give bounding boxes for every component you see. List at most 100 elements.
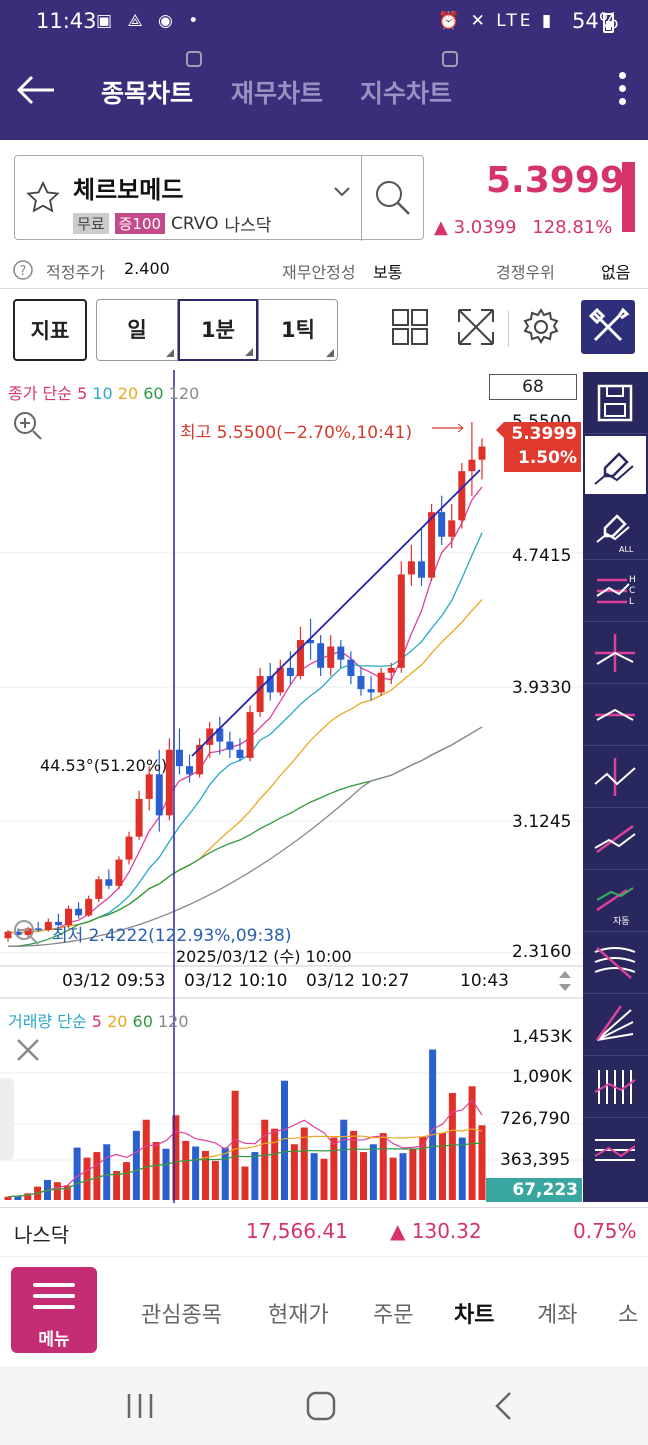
volume-bar — [281, 1080, 288, 1200]
chevron-down-icon[interactable] — [333, 186, 351, 198]
home-icon[interactable] — [305, 1390, 337, 1422]
zoom-out-icon[interactable] — [12, 918, 42, 946]
candle-body — [34, 928, 42, 931]
free-tag: 무료 — [73, 213, 109, 234]
back-arrow-icon[interactable] — [14, 68, 58, 112]
candle-body — [417, 561, 425, 578]
svg-text:?: ? — [20, 264, 27, 279]
nav-watchlist[interactable]: 관심종목 — [141, 1303, 222, 1328]
volume-bar — [103, 1144, 111, 1200]
crosshair-line-icon[interactable] — [583, 622, 648, 684]
nav-current-price[interactable]: 현재가 — [268, 1303, 329, 1328]
candle-body — [226, 741, 234, 750]
tab-stock-chart[interactable]: 종목차트 — [101, 79, 194, 108]
period-lines-icon[interactable] — [583, 1056, 648, 1118]
price-bar — [622, 162, 635, 232]
tab-financial-chart[interactable]: 재무차트 — [231, 79, 324, 108]
zoom-in-icon[interactable] — [12, 410, 44, 442]
menu-button[interactable]: 메뉴 — [11, 1267, 97, 1353]
ma-120: 120 — [168, 384, 200, 403]
index-value: 17,566.41 — [246, 1219, 348, 1243]
close-icon[interactable] — [14, 1036, 42, 1064]
volume-bar — [172, 1115, 180, 1200]
candle-body — [115, 859, 123, 886]
candle-body — [155, 774, 163, 816]
help-icon[interactable]: ? — [12, 259, 34, 285]
stock-ticker: CRVO — [171, 213, 219, 234]
time-axis-label: 03/12 10:10 — [184, 971, 288, 991]
system-back-icon[interactable] — [490, 1390, 516, 1422]
eraser-icon[interactable] — [583, 434, 648, 496]
volume-bar — [458, 1137, 466, 1200]
nav-chart[interactable]: 차트 — [454, 1303, 495, 1328]
time-axis-label: 03/12 10:27 — [306, 971, 410, 991]
side-drawer-handle[interactable] — [0, 1078, 14, 1160]
tab-badge-icon — [442, 51, 458, 67]
candle-body — [206, 728, 214, 745]
volume-bar — [202, 1150, 209, 1200]
index-change-pct: 0.75% — [573, 1219, 637, 1243]
candle-body — [95, 879, 103, 899]
more-options-icon[interactable] — [612, 68, 632, 114]
indicator-button[interactable]: 지표 — [13, 299, 87, 361]
volume-bar — [4, 1196, 12, 1200]
chart-area[interactable]: 종가 단순 5 10 20 60 120 68 최고 5.5500(−2.70%… — [0, 370, 648, 1203]
auto-trend-icon[interactable]: 자동 — [583, 870, 648, 932]
bottom-navigation: 메뉴 관심종목 현재가 주문 차트 계좌 소 — [0, 1256, 648, 1366]
stock-selector[interactable]: 체르보메드 무료 증100 CRVO 나스닥 — [14, 155, 424, 241]
info-row: ? 적정주가 2.400 재무안정성 보통 경쟁우위 없음 — [0, 254, 648, 286]
volume-legend: 거래량 단순 5 20 60 120 — [8, 1008, 189, 1032]
volume-axis-label: 726,790 — [500, 1109, 571, 1129]
fair-price-value: 2.400 — [124, 259, 170, 278]
fan-line-icon[interactable] — [583, 994, 648, 1056]
favorite-star-icon[interactable] — [25, 180, 61, 216]
drawing-tools-button[interactable] — [581, 300, 635, 354]
tab-index-chart[interactable]: 지수차트 — [360, 79, 453, 108]
save-icon[interactable] — [583, 372, 648, 434]
app-bar: 종목차트 재무차트 지수차트 — [0, 44, 648, 140]
fair-price-label: 적정주가 — [46, 263, 105, 282]
candle-body — [286, 667, 294, 677]
recent-apps-icon[interactable] — [124, 1392, 156, 1420]
volume-bar — [221, 1147, 229, 1200]
fibonacci-arc-icon[interactable] — [583, 932, 648, 994]
horizontal-line-icon[interactable] — [583, 684, 648, 746]
volume-bar — [231, 1090, 239, 1200]
settings-gear-icon[interactable] — [521, 307, 561, 347]
fullscreen-icon[interactable] — [456, 307, 496, 347]
scroll-arrows-icon[interactable] — [556, 968, 574, 994]
nav-account[interactable]: 계좌 — [537, 1303, 578, 1328]
count-box[interactable]: 68 — [489, 374, 577, 400]
ma-legend: 종가 단순 5 10 20 60 120 — [8, 380, 199, 404]
erase-all-icon[interactable]: ALL — [583, 498, 648, 560]
volume-bar — [24, 1193, 32, 1200]
tab-badge-icon — [186, 51, 202, 67]
search-icon[interactable] — [373, 178, 413, 218]
layout-grid-icon[interactable] — [390, 307, 430, 347]
current-price: 5.3999 — [486, 160, 625, 201]
tools-icon — [588, 307, 630, 342]
volume-bar — [300, 1127, 308, 1200]
svg-text:C: C — [629, 586, 635, 596]
candle-body — [75, 908, 83, 916]
interval-1min-button[interactable]: 1분 — [178, 299, 258, 361]
hamburger-icon — [33, 1283, 75, 1316]
price-chart-svg[interactable] — [0, 370, 648, 1203]
candle-body — [266, 676, 274, 693]
period-day-button[interactable]: 일 — [96, 299, 178, 361]
index-ticker-row[interactable]: 나스닥 17,566.41 ▲ 130.32 0.75% — [0, 1207, 648, 1253]
vertical-line-icon[interactable] — [583, 746, 648, 808]
nav-more-clipped[interactable]: 소 — [618, 1303, 639, 1328]
volume-bar — [14, 1195, 22, 1200]
nav-order[interactable]: 주문 — [373, 1303, 414, 1328]
competitive-advantage-value: 없음 — [601, 263, 631, 282]
tick-1-button[interactable]: 1틱 — [258, 299, 338, 361]
price-axis-label: 2.3160 — [512, 942, 572, 962]
low-annotation: 최저 2.4222(122.93%,09:38) — [52, 926, 292, 946]
channel-lines-icon[interactable] — [583, 1118, 648, 1180]
volume-bar — [152, 1142, 160, 1200]
trend-line-icon[interactable] — [583, 808, 648, 870]
angle-annotation: 44.53°(51.20%) — [40, 756, 168, 775]
price-axis-label: 3.1245 — [512, 812, 572, 832]
